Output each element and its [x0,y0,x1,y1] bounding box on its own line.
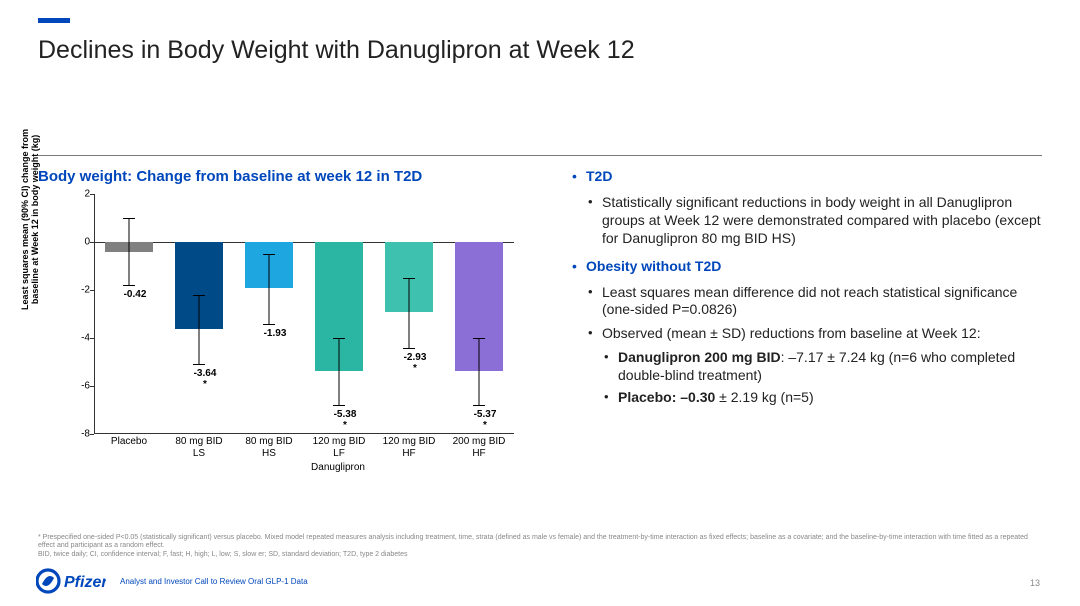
bar-value-label: -2.93* [385,352,445,374]
y-tick: 0 [68,237,90,248]
y-axis-label: Least squares mean (90% CI) change fromb… [20,129,40,310]
accent-bar [38,18,70,23]
bar-value-label: -1.93 [245,328,305,339]
x-tick-label: Placebo [99,436,159,448]
bar-value-label: -5.37* [455,409,515,431]
y-tick: 2 [68,189,90,200]
y-tick: -2 [68,285,90,296]
y-tick: -4 [68,333,90,344]
bar-value-label: -3.64* [175,368,235,390]
chart-title: Body weight: Change from baseline at wee… [38,168,422,185]
zero-line [94,242,514,243]
obesity-subpoint-placebo: Placebo: –0.30 ± 2.19 kg (n=5) [568,389,1042,407]
y-tick: -6 [68,381,90,392]
heading-t2d: T2D [586,168,612,184]
x-tick-label: 200 mg BIDHF [449,436,509,459]
footnote: * Prespecified one-sided P<0.05 (statist… [38,534,1038,559]
x-tick-label: 120 mg BIDHF [379,436,439,459]
y-tick: -8 [68,429,90,440]
svg-text:Pfizer: Pfizer [64,574,106,591]
bar-value-label: -5.38* [315,409,375,431]
obesity-subpoint-danu: Danuglipron 200 mg BID: –7.17 ± 7.24 kg … [568,349,1042,385]
x-tick-label: 80 mg BIDLS [169,436,229,459]
findings-panel: T2D Statistically significant reductions… [568,168,1042,411]
footer-caption: Analyst and Investor Call to Review Oral… [120,577,308,586]
plot-area [94,194,514,434]
heading-obesity: Obesity without T2D [586,258,721,274]
page-title: Declines in Body Weight with Danuglipron… [38,36,635,65]
x-tick-label: 120 mg BIDLF [309,436,369,459]
body-weight-chart: Least squares mean (90% CI) change fromb… [38,190,518,470]
obesity-point-1: Least squares mean difference did not re… [568,284,1042,320]
bar-value-label: -0.42 [105,289,165,300]
y-axis-spine [94,194,95,434]
footer-logo-block: Pfizer Analyst and Investor Call to Revi… [36,568,308,594]
x-tick-label: 80 mg BIDHS [239,436,299,459]
t2d-point: Statistically significant reductions in … [568,194,1042,248]
page-number: 13 [1030,578,1040,588]
obesity-point-2: Observed (mean ± SD) reductions from bas… [568,325,1042,343]
divider [38,155,1042,156]
pfizer-logo: Pfizer [36,568,106,594]
x-axis-group-label: Danuglipron [208,462,468,473]
